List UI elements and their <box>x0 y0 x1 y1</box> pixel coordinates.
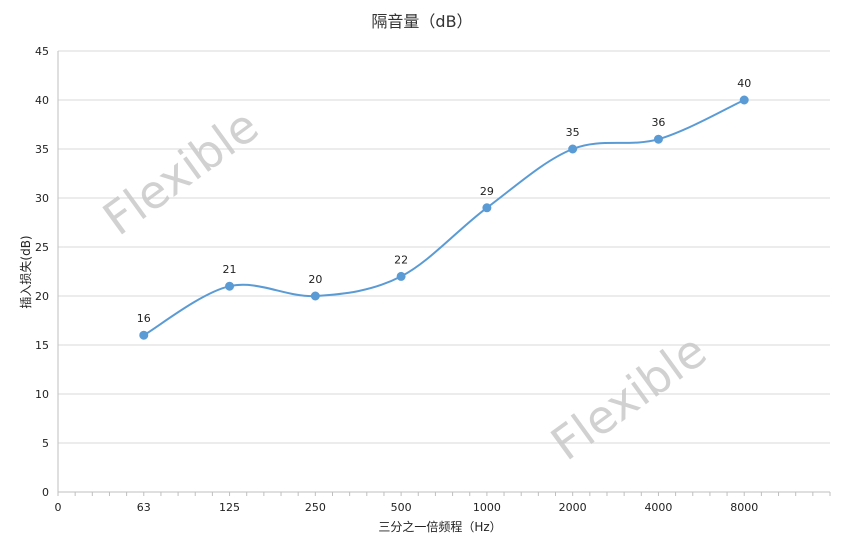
data-label-8000: 40 <box>737 77 751 90</box>
y-tick-label-0: 0 <box>42 486 49 499</box>
series-layer <box>139 95 749 340</box>
x-tick-label-2000: 2000 <box>559 501 587 514</box>
data-label-125: 21 <box>223 263 237 276</box>
y-tick-labels: 0 5 10 15 20 25 30 35 40 45 <box>35 45 49 499</box>
watermark-text-1: Flexible <box>93 98 268 246</box>
data-label-4000: 36 <box>651 116 665 129</box>
y-tick-label-35: 35 <box>35 143 49 156</box>
y-tick-label-25: 25 <box>35 241 49 254</box>
y-axis-title: 插入损失(dB) <box>18 235 33 308</box>
data-label-500: 22 <box>394 253 408 266</box>
data-label-2000: 35 <box>566 126 580 139</box>
data-point-250 <box>310 291 320 301</box>
y-tick-label-5: 5 <box>42 437 49 450</box>
data-point-2000 <box>568 144 578 154</box>
data-point-4000 <box>653 134 663 144</box>
data-point-63 <box>139 330 149 340</box>
data-label-63: 16 <box>137 312 151 325</box>
x-axis-title: 三分之一倍频程（Hz） <box>378 519 501 534</box>
data-point-1000 <box>482 203 492 213</box>
y-tick-label-45: 45 <box>35 45 49 58</box>
chart-title: 隔音量（dB） <box>371 12 472 31</box>
x-tick-label-4000: 4000 <box>644 501 672 514</box>
y-tick-label-15: 15 <box>35 339 49 352</box>
grid-lines <box>58 50 830 444</box>
x-tick-label-125: 125 <box>219 501 240 514</box>
x-tick-label-8000: 8000 <box>730 501 758 514</box>
x-tick-labels: 0 63 125 250 500 1000 2000 4000 8000 <box>55 501 759 514</box>
x-tick-label-63: 63 <box>137 501 151 514</box>
data-point-125 <box>225 281 235 291</box>
y-tick-label-10: 10 <box>35 388 49 401</box>
data-label-250: 20 <box>308 273 322 286</box>
y-tick-label-40: 40 <box>35 94 49 107</box>
x-origin-label: 0 <box>55 501 62 514</box>
data-label-1000: 29 <box>480 185 494 198</box>
x-tick-label-1000: 1000 <box>473 501 501 514</box>
y-tick-label-30: 30 <box>35 192 49 205</box>
data-point-500 <box>396 271 406 281</box>
axes <box>57 51 831 496</box>
x-tick-label-250: 250 <box>305 501 326 514</box>
x-tick-label-500: 500 <box>391 501 412 514</box>
y-tick-label-20: 20 <box>35 290 49 303</box>
data-point-8000 <box>739 95 749 105</box>
data-labels: 16 21 20 22 29 35 36 40 <box>137 77 751 325</box>
